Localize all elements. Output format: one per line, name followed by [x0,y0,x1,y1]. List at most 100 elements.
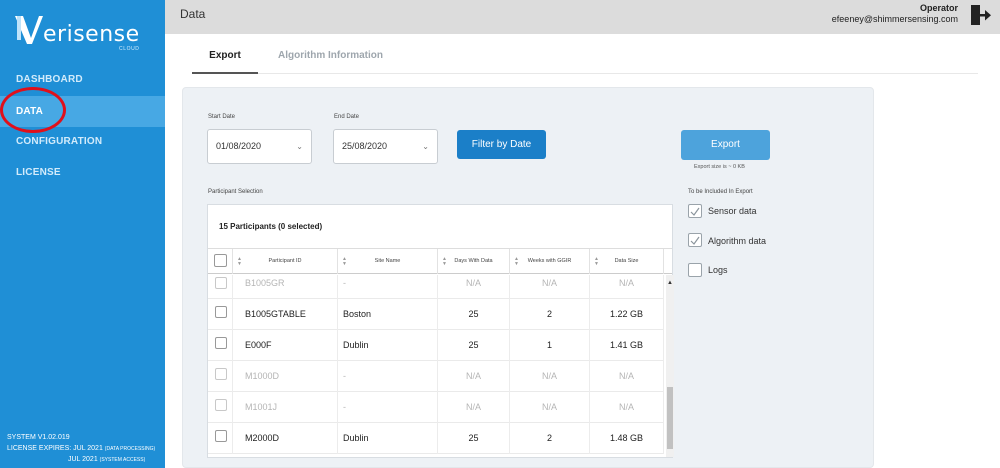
weeks-with-ggir: 2 [510,423,590,454]
scroll-up-icon[interactable]: ▲ [667,280,673,286]
column-days-label: Days With Data [454,258,493,264]
license-line2-note: (SYSTEM ACCESS) [99,457,146,463]
table-row[interactable]: E000F Dublin 25 1 1.41 GB [208,330,664,361]
participant-selection-label: Participant Selection [208,189,263,195]
sensor-data-checkbox[interactable] [688,204,702,218]
column-days-with-data[interactable]: ▲ ▼ Days With Data [438,249,510,274]
site-name: Dublin [338,423,438,454]
site-name: Dublin [338,330,438,361]
select-all-checkbox[interactable] [214,254,227,267]
sort-icon: ▲ ▼ [514,256,519,267]
checkmark-icon [690,236,700,245]
end-date-label: End Date [334,114,360,120]
select-all-cell [208,249,233,274]
weeks-with-ggir: N/A [510,361,590,392]
filter-by-date-button[interactable]: Filter by Date [457,130,546,159]
table-header: ▲ ▼ Participant ID ▲ ▼ Site Name ▲ ▼ Days W… [208,248,672,274]
participant-id: M1001J [233,392,338,423]
row-checkbox[interactable] [215,368,227,380]
column-participant-id[interactable]: ▲ ▼ Participant ID [233,249,338,274]
days-with-data: 25 [438,330,510,361]
column-weeks-label: Weeks with GGIR [527,258,572,264]
sort-icon: ▲ ▼ [237,256,242,267]
license-expiry-processing: LICENSE EXPIRES: JUL 2021 (DATA PROCESSI… [7,445,155,452]
weeks-with-ggir: N/A [510,392,590,423]
participant-id: M2000D [233,423,338,454]
site-name: - [338,275,438,299]
sidebar-item-dashboard[interactable]: DASHBOARD [16,74,83,85]
scrollbar-thumb[interactable] [667,387,673,449]
participant-id: B1005GR [233,275,338,299]
logout-icon[interactable] [970,4,992,26]
export-size-text: Export size is ~ 0 KB [694,164,745,170]
table-row[interactable]: M1001J - N/A N/A N/A [208,392,664,423]
logs-label: Logs [708,265,728,275]
license-expiry-access: JUL 2021 (SYSTEM ACCESS) [68,456,145,463]
start-date-select[interactable]: 01/08/2020 ⌄ [207,129,312,164]
logo-sub: CLOUD [119,46,140,52]
table-row[interactable]: B1005GTABLE Boston 25 2 1.22 GB [208,299,664,330]
algorithm-data-checkbox[interactable] [688,233,702,247]
logo-text: erisense [43,22,140,47]
table-row[interactable]: M2000D Dublin 25 2 1.48 GB [208,423,664,454]
logs-checkbox[interactable] [688,263,702,277]
end-date-value: 25/08/2020 [342,141,388,151]
end-date-select[interactable]: 25/08/2020 ⌄ [333,129,438,164]
row-checkbox[interactable] [215,277,227,289]
sort-icon: ▲ ▼ [342,256,347,267]
table-scrollbar[interactable]: ▲ [666,275,674,457]
include-in-export-label: To be Included In Export [688,189,753,195]
sidebar-item-license[interactable]: LICENSE [16,167,61,178]
highlight-circle [0,87,66,133]
weeks-with-ggir: 2 [510,299,590,330]
data-size: 1.48 GB [590,423,664,454]
sidebar-item-configuration[interactable]: CONFIGURATION [16,136,103,147]
data-size: N/A [590,361,664,392]
site-name: Boston [338,299,438,330]
participants-count: 15 Participants (0 selected) [219,222,323,231]
data-size: 1.41 GB [590,330,664,361]
chevron-down-icon: ⌄ [422,142,429,151]
export-button[interactable]: Export [681,130,770,160]
column-data-size[interactable]: ▲ ▼ Data Size [590,249,664,274]
site-name: - [338,392,438,423]
row-checkbox[interactable] [215,337,227,349]
verisense-logo: erisense CLOUD [15,14,141,54]
algorithm-data-label: Algorithm data [708,236,767,246]
tab-divider [258,73,978,74]
column-participant-id-label: Participant ID [268,258,302,264]
participant-id: M1000D [233,361,338,392]
column-site-name[interactable]: ▲ ▼ Site Name [338,249,438,274]
sensor-data-label: Sensor data [708,206,757,216]
participant-id: E000F [233,330,338,361]
start-date-value: 01/08/2020 [216,141,262,151]
days-with-data: 25 [438,299,510,330]
days-with-data: N/A [438,361,510,392]
license-line1: LICENSE EXPIRES: JUL 2021 [7,445,103,452]
row-checkbox[interactable] [215,430,227,442]
row-checkbox[interactable] [215,399,227,411]
site-name: - [338,361,438,392]
page-title: Data [180,7,206,21]
system-version: SYSTEM V1.02.019 [7,434,70,441]
table-row[interactable]: B1005GR - N/A N/A N/A [208,275,664,299]
tab-export[interactable]: Export [192,50,258,74]
checkmark-icon [690,207,700,216]
participants-table: 15 Participants (0 selected) ▲ ▼ Particip… [207,204,674,458]
tab-algorithm-information[interactable]: Algorithm Information [278,50,383,61]
license-line1-note: (DATA PROCESSING) [104,446,156,452]
participant-id: B1005GTABLE [233,299,338,330]
table-row[interactable]: M1000D - N/A N/A N/A [208,361,664,392]
column-site-name-label: Site Name [374,258,401,264]
column-weeks-with-ggir[interactable]: ▲ ▼ Weeks with GGIR [510,249,590,274]
sidebar: erisense CLOUD DASHBOARD DATA CONFIGURAT… [0,0,165,468]
user-role: Operator [919,3,958,13]
data-size: 1.22 GB [590,299,664,330]
data-size: N/A [590,392,664,423]
weeks-with-ggir: N/A [510,275,590,299]
row-checkbox[interactable] [215,306,227,318]
sort-icon: ▲ ▼ [442,256,447,267]
license-line2: JUL 2021 [68,456,98,463]
column-data-size-label: Data Size [614,258,639,264]
weeks-with-ggir: 1 [510,330,590,361]
